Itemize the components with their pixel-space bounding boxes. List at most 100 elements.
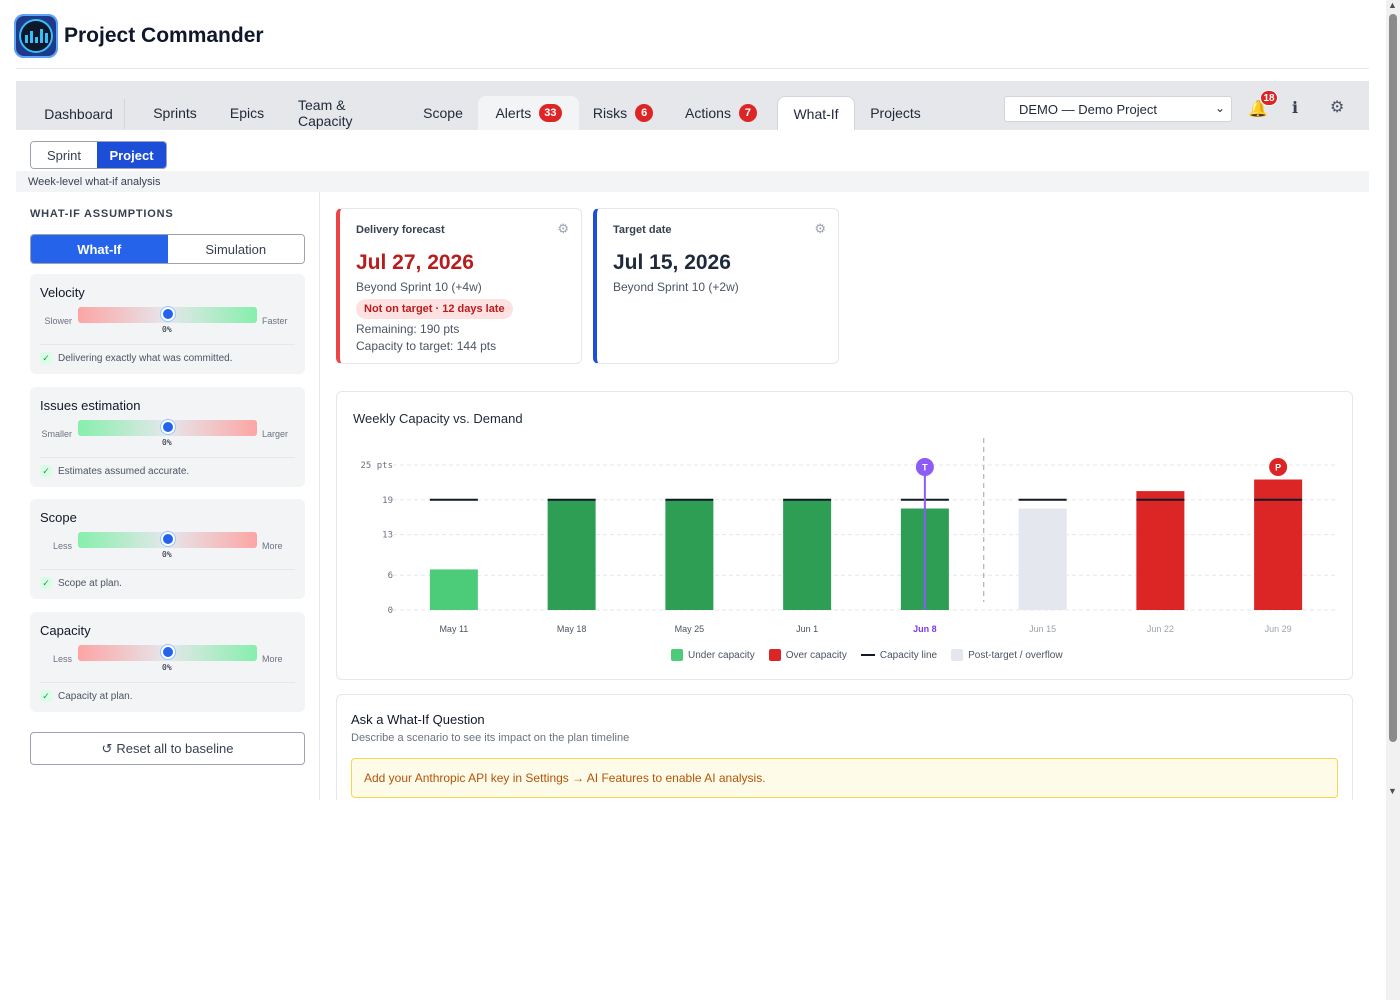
divider: [40, 457, 295, 458]
chart-legend: Under capacity Over capacity Capacity li…: [671, 649, 1063, 661]
mode-simulation-button[interactable]: Simulation: [167, 235, 304, 263]
capacity-to-target: Capacity to target: 144 pts: [356, 339, 497, 353]
actions-count-badge: 7: [738, 104, 757, 122]
y-tick-label: 6: [388, 571, 393, 581]
target-sprint: Beyond Sprint 10 (+2w): [613, 280, 739, 294]
slider-label: Velocity: [40, 285, 85, 300]
slider-label: Issues estimation: [40, 398, 141, 413]
x-tick-label: Jun 29: [1265, 624, 1292, 634]
capacity-card: Capacity Less More 0% ✓ Capacity at plan.: [30, 612, 305, 712]
x-tick-label: Jun 1: [796, 624, 818, 634]
tab-scope[interactable]: Scope: [423, 105, 463, 121]
scroll-down-arrow-icon[interactable]: ▼: [1388, 786, 1397, 796]
scrollbar-thumb[interactable]: [1389, 14, 1397, 742]
mode-whatif-button[interactable]: What-If: [31, 235, 168, 263]
y-tick-label: 19: [382, 496, 393, 506]
demand-bar: [547, 499, 596, 610]
slider-value: 0%: [162, 663, 172, 672]
assumptions-panel: WHAT-IF ASSUMPTIONS What-If Simulation V…: [16, 192, 320, 800]
tab-risks[interactable]: Risks 6: [586, 96, 660, 130]
page-scrollbar[interactable]: ▲ ▼: [1386, 0, 1400, 1000]
demand-bar: [783, 499, 832, 610]
slider-value: 0%: [162, 325, 172, 334]
gear-icon[interactable]: ⚙: [814, 221, 826, 236]
divider: [40, 682, 295, 683]
check-icon: ✓: [40, 577, 52, 589]
slider-high-label: More: [262, 541, 283, 551]
app-title: Project Commander: [64, 24, 264, 47]
divider: [40, 344, 295, 345]
tab-alerts[interactable]: Alerts 33: [478, 96, 579, 130]
slider-low-label: Slower: [44, 316, 72, 326]
tab-epics[interactable]: Epics: [229, 105, 265, 121]
kpi-label: Target date: [613, 224, 672, 236]
slider-note: ✓ Delivering exactly what was committed.: [40, 352, 233, 364]
y-tick-label: 13: [382, 531, 393, 541]
tab-sprints[interactable]: Sprints: [153, 105, 197, 121]
tab-what-if[interactable]: What-If: [777, 96, 855, 130]
legend-under-capacity: Under capacity: [671, 649, 755, 661]
slider-low-label: Less: [52, 654, 72, 664]
legend-over-capacity: Over capacity: [768, 649, 847, 661]
kpi-label: Delivery forecast: [356, 224, 445, 236]
divider: [40, 569, 295, 570]
api-key-warning: Add your Anthropic API key in Settings →…: [351, 758, 1338, 798]
alerts-count-badge: 33: [539, 104, 562, 122]
app-header: Project Commander: [0, 0, 1386, 70]
tab-projects[interactable]: Projects: [870, 105, 921, 121]
undo-icon: ↺: [101, 740, 113, 756]
header-divider: [16, 68, 1369, 69]
subtab-project[interactable]: Project: [97, 142, 166, 168]
estimation-card: Issues estimation Smaller Larger 0% ✓ Est…: [30, 387, 305, 487]
gear-icon[interactable]: ⚙: [557, 221, 569, 236]
page-background: [0, 800, 1386, 1000]
demand-bar: [665, 499, 714, 610]
main-navbar: Dashboard Sprints Epics Team & Capacity …: [16, 81, 1369, 130]
slider-note: ✓ Scope at plan.: [40, 577, 122, 589]
ask-title: Ask a What-If Question: [351, 712, 485, 727]
tab-dashboard[interactable]: Dashboard: [33, 99, 125, 129]
capacity-slider-thumb[interactable]: [161, 645, 175, 659]
target-date-card: Target date ⚙ Jul 15, 2026 Beyond Sprint…: [593, 208, 839, 364]
velocity-slider-thumb[interactable]: [161, 307, 175, 321]
project-select-value: DEMO — Demo Project: [1019, 101, 1157, 117]
slider-label: Scope: [40, 510, 77, 525]
tab-actions[interactable]: Actions 7: [676, 96, 766, 130]
chevron-down-icon: ⌄: [1214, 101, 1225, 115]
info-icon[interactable]: i: [1292, 98, 1299, 117]
scope-card: Scope Less More 0% ✓ Scope at plan.: [30, 499, 305, 599]
scroll-up-arrow-icon[interactable]: ▲: [1388, 0, 1397, 10]
x-tick-label: May 25: [675, 624, 705, 634]
check-icon: ✓: [40, 690, 52, 702]
estimation-slider-thumb[interactable]: [161, 420, 175, 434]
project-select[interactable]: DEMO — Demo Project ⌄: [1004, 96, 1232, 122]
slider-high-label: Faster: [262, 316, 288, 326]
radar-chart-icon: [19, 19, 53, 53]
view-scope-toggle: Sprint Project: [30, 141, 167, 169]
capacity-demand-chart: 0 6 13 19 25 pts May 11 May 18 May 25 Jun 1 Jun 8…: [360, 438, 1337, 634]
reset-baseline-button[interactable]: ↺ Reset all to baseline: [30, 732, 305, 765]
slider-value: 0%: [162, 550, 172, 559]
slider-high-label: Larger: [262, 429, 289, 439]
delivery-forecast-card: Delivery forecast ⚙ Jul 27, 2026 Beyond …: [336, 208, 582, 364]
tab-team-capacity[interactable]: Team & Capacity: [298, 97, 353, 129]
ask-whatif-card: Ask a What-If Question Describe a scenar…: [336, 694, 1353, 804]
status-badge: Not on target · 12 days late: [356, 299, 513, 319]
x-tick-label: Jun 8: [913, 624, 937, 634]
remaining-points: Remaining: 190 pts: [356, 322, 460, 336]
bell-icon[interactable]: 🔔: [1248, 101, 1268, 118]
slider-label: Capacity: [40, 623, 91, 638]
risks-count-badge: 6: [635, 104, 654, 122]
check-icon: ✓: [40, 465, 52, 477]
subtab-sprint[interactable]: Sprint: [31, 142, 97, 168]
demand-bar: [1254, 479, 1303, 610]
y-tick-label: 0: [388, 606, 393, 616]
slider-low-label: Less: [52, 541, 72, 551]
velocity-card: Velocity Slower Faster 0% ✓ Delivering ex…: [30, 274, 305, 374]
slider-high-label: More: [262, 654, 283, 664]
chart-title: Weekly Capacity vs. Demand: [353, 411, 523, 426]
target-marker: [915, 458, 934, 476]
gear-icon[interactable]: ⚙: [1330, 99, 1345, 116]
x-tick-label: Jun 15: [1029, 624, 1056, 634]
scope-slider-thumb[interactable]: [161, 532, 175, 546]
